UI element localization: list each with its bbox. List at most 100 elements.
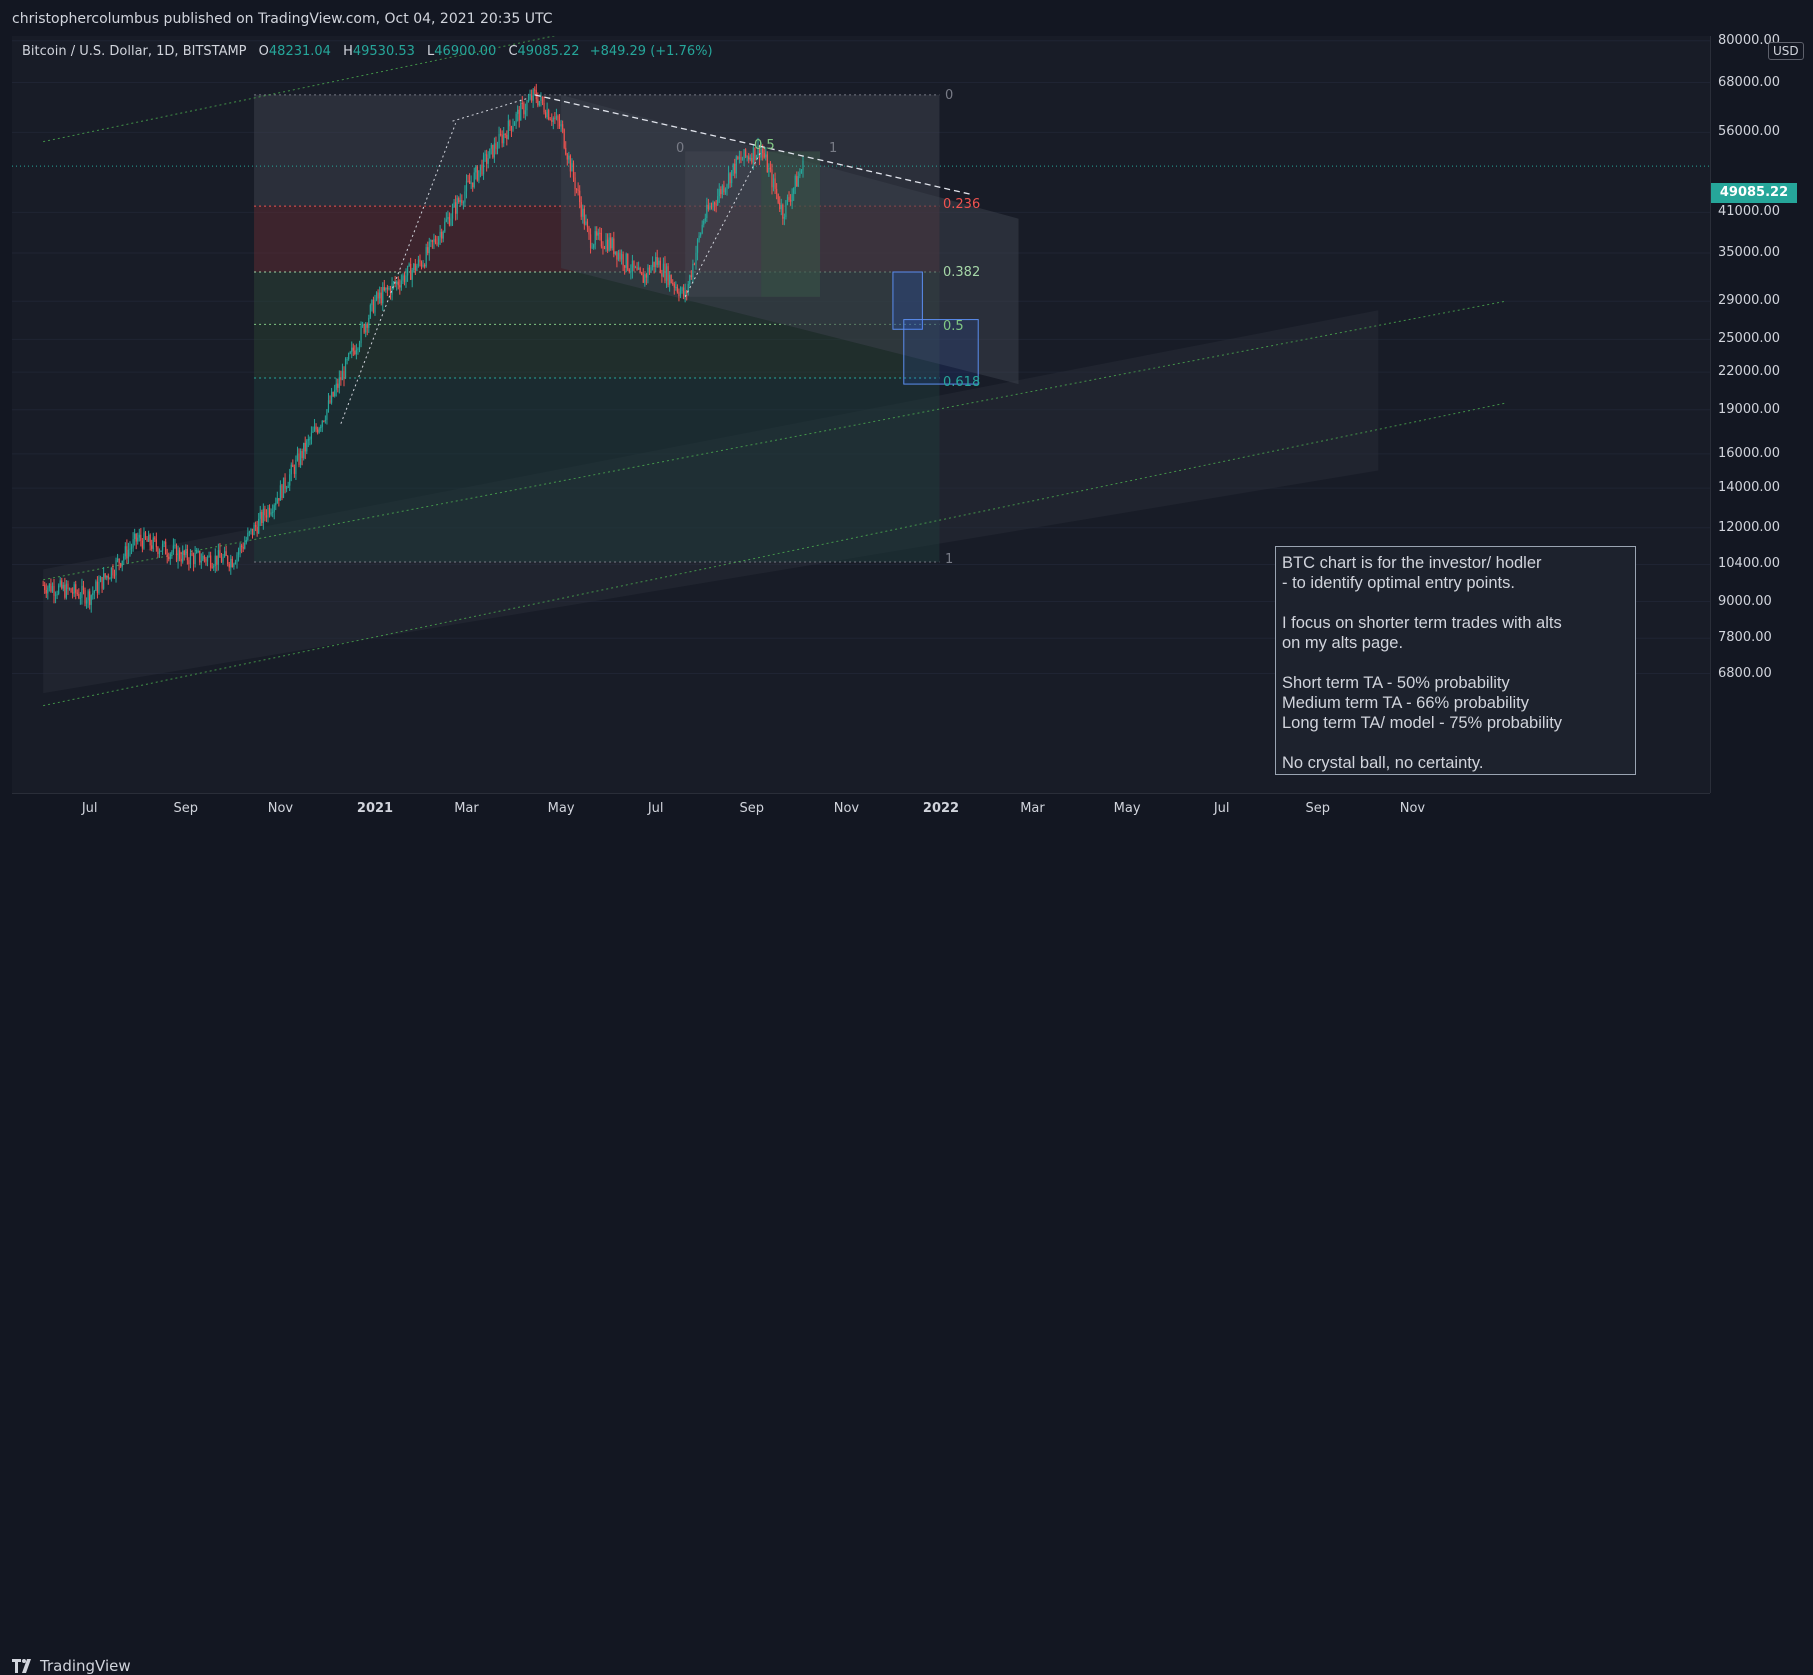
candle-body: [76, 592, 78, 594]
candle-body: [602, 246, 604, 249]
candle-body: [498, 133, 500, 148]
candle-body: [720, 189, 722, 195]
tradingview-logo[interactable]: TradingView: [12, 1657, 131, 1675]
candle-body: [410, 263, 412, 280]
channel-line-1: [43, 300, 1506, 581]
candle-body: [151, 545, 153, 549]
time-tick-label: 2021: [356, 801, 394, 816]
candle-body: [330, 392, 333, 403]
candle-body: [455, 202, 457, 214]
candle-body: [61, 580, 63, 589]
drawings-overlay: [340, 94, 971, 424]
price-tick-label: 10400.00: [1718, 556, 1781, 572]
candle-body: [101, 577, 103, 589]
candle-body: [397, 281, 399, 286]
candle-body: [687, 283, 689, 293]
candle-body: [290, 464, 292, 475]
candle-body: [729, 173, 731, 184]
candle-body: [689, 275, 691, 284]
candle-body: [686, 291, 688, 293]
candle-body: [723, 185, 725, 193]
candle-body: [180, 558, 182, 562]
candle-body: [665, 266, 668, 281]
candle-body: [639, 268, 641, 273]
candle-body: [223, 551, 226, 557]
note-line: - to identify optimal entry points.: [1282, 574, 1515, 592]
candle-body: [45, 589, 47, 594]
candle-body: [417, 259, 420, 266]
candle-body: [732, 163, 734, 171]
time-tick-label: Sep: [739, 801, 765, 816]
price-tick-label: 9000.00: [1718, 593, 1772, 609]
last-price-label: 49085.22: [1711, 183, 1797, 203]
candle-body: [670, 274, 672, 284]
tradingview-logo-icon: [12, 1659, 31, 1673]
candle-body: [301, 450, 303, 459]
candle-body: [126, 546, 128, 559]
candle-body: [515, 113, 517, 123]
open-value: 48231.04: [268, 44, 331, 59]
candle-body: [563, 129, 565, 148]
time-axis[interactable]: [12, 793, 1710, 820]
candle-body: [664, 263, 666, 281]
candle-body: [735, 156, 737, 174]
footer: TradingView: [0, 819, 1813, 1675]
candle-body: [200, 560, 202, 563]
candles: [42, 83, 804, 613]
candle-body: [354, 350, 356, 355]
candle-body: [779, 202, 781, 210]
candle-body: [431, 240, 433, 242]
brand-name: TradingView: [40, 1657, 131, 1675]
candle-body: [673, 283, 675, 288]
candle-body: [129, 548, 131, 550]
candle-body: [344, 359, 347, 379]
candle-body: [169, 553, 171, 560]
time-tick-label: Mar: [454, 801, 479, 816]
candle-body: [529, 95, 531, 100]
candle-body: [534, 89, 536, 91]
price-tick-label: 41000.00: [1718, 204, 1781, 220]
candle-body: [284, 477, 286, 489]
candle-body: [64, 584, 66, 598]
candle-body: [272, 511, 274, 513]
price-axis[interactable]: [1710, 36, 1813, 793]
candle-body: [647, 267, 649, 278]
price-chart[interactable]: [12, 36, 1710, 793]
chart-area[interactable]: [12, 36, 1710, 793]
candle-body: [44, 585, 46, 590]
candle-body: [461, 200, 463, 203]
candle-body: [388, 288, 390, 290]
currency-badge[interactable]: USD: [1768, 42, 1804, 60]
candle-body: [416, 265, 418, 271]
candle-body: [96, 581, 99, 593]
publisher-info: christophercolumbus published on Trading…: [12, 11, 553, 27]
candle-body: [572, 163, 575, 178]
candle-body: [493, 143, 496, 158]
candle-body: [510, 126, 513, 131]
candle-body: [197, 550, 199, 552]
candle-body: [441, 231, 443, 239]
candle-body: [191, 553, 193, 556]
candle-body: [585, 221, 587, 225]
note-line: on my alts page.: [1282, 634, 1404, 652]
candle-body: [158, 551, 161, 554]
candle-body: [771, 169, 773, 188]
candle-body: [738, 157, 741, 159]
descending-resistance-line: [534, 94, 971, 195]
candle-body: [574, 177, 576, 189]
candle-body: [250, 528, 252, 532]
candle-body: [313, 426, 316, 432]
candle-body: [135, 533, 137, 542]
candle-body: [765, 154, 767, 158]
candle-body: [103, 573, 105, 589]
descending-wedge: [561, 94, 1019, 385]
candle-body: [544, 112, 547, 118]
candle-body: [99, 577, 102, 582]
candle-body: [706, 204, 708, 219]
candle-body: [239, 545, 241, 552]
text-note[interactable]: BTC chart is for the investor/ hodler - t…: [1275, 546, 1636, 775]
candle-body: [278, 498, 280, 501]
candle-body: [521, 103, 523, 105]
candle-body: [714, 202, 716, 205]
candle-body: [427, 247, 429, 254]
